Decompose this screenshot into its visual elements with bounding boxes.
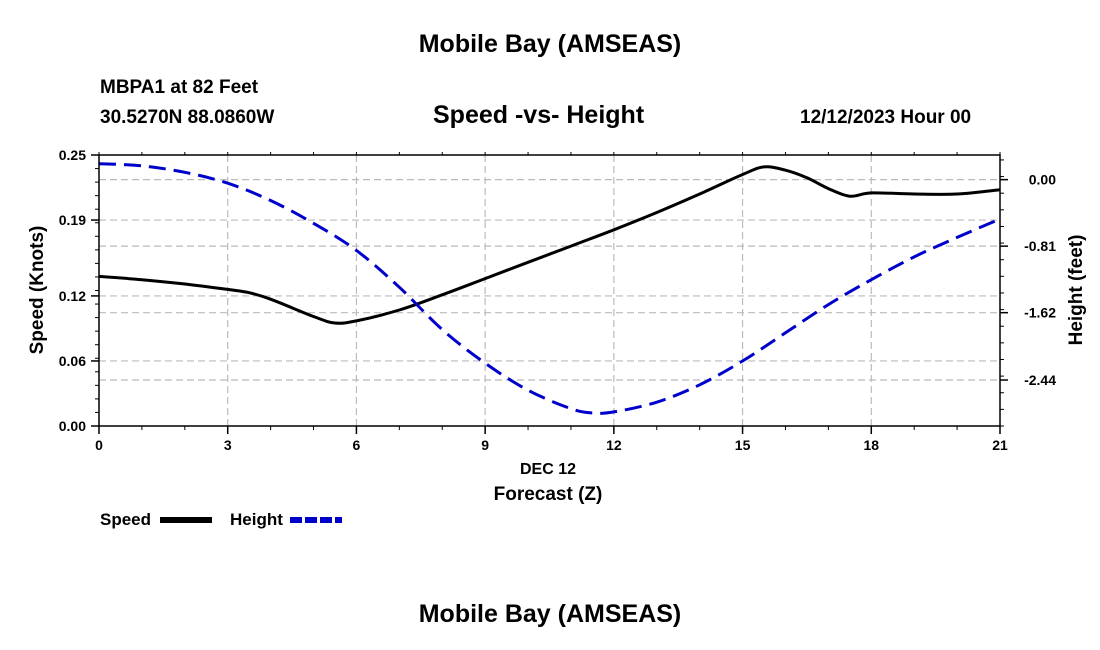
x-tick-label: 6 [353,437,361,453]
y-axis-right-label: Height (feet) [1066,235,1087,346]
plot-subtitle: Speed -vs- Height [433,101,645,129]
y-right-tick-label: -1.62 [1024,305,1056,321]
legend-speed-label: Speed [100,510,151,529]
y-left-tick-label: 0.00 [59,418,86,434]
y-left-tick-label: 0.12 [59,288,86,304]
coordinates-label: 30.5270N 88.0860W [100,107,275,128]
station-label: MBPA1 at 82 Feet [100,77,259,98]
series-line-speed [98,165,1001,325]
x-tick-label: 0 [95,437,103,453]
y-right-tick-label: -0.81 [1024,238,1056,254]
y-left-tick-label: 0.19 [59,212,86,228]
x-tick-label: 15 [735,437,751,453]
y-right-tick-label: -2.44 [1024,372,1056,388]
y-left-tick-label: 0.25 [59,147,86,163]
x-tick-label: 21 [992,437,1008,453]
y-axis-left-label: Speed (Knots) [27,226,48,355]
x-tick-label: 12 [606,437,622,453]
legend-height-label: Height [230,510,283,529]
chart-title-top: Mobile Bay (AMSEAS) [418,30,682,58]
x-axis-label: Forecast (Z) [494,484,603,505]
x-tick-label: 9 [481,437,489,453]
series-line-height [98,162,1001,415]
legend: Speed Height [100,510,342,529]
x-tick-label: 3 [224,437,232,453]
x-tick-label: 18 [863,437,879,453]
chart-title-bottom: Mobile Bay (AMSEAS) [418,600,682,628]
y-left-tick-label: 0.06 [59,353,86,369]
datetime-label: 12/12/2023 Hour 00 [800,107,972,128]
x-axis-date-label: DEC 12 [520,461,576,478]
y-right-tick-label: 0.00 [1029,172,1056,188]
